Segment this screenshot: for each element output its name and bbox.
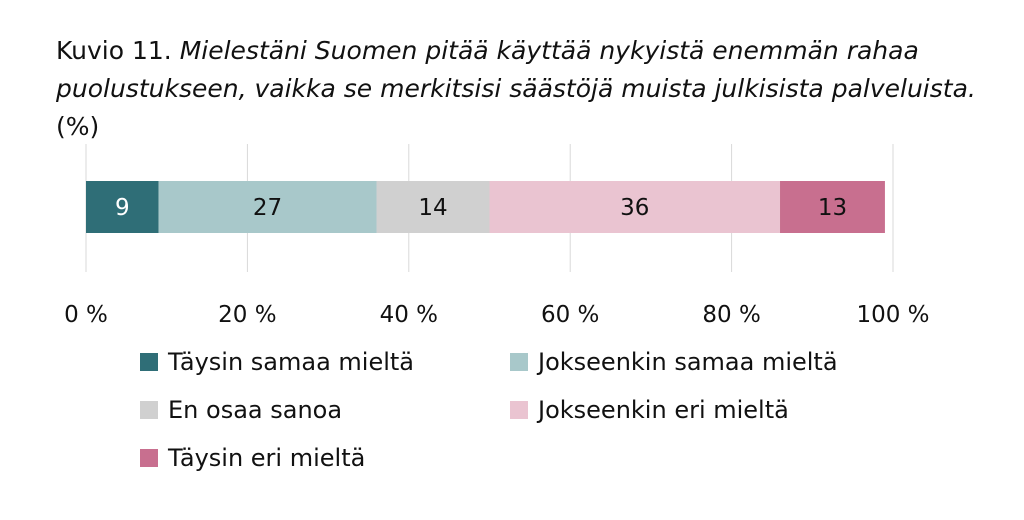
data-label: 27 <box>253 195 282 221</box>
bar-segment <box>780 181 885 233</box>
legend-item: En osaa sanoa <box>140 390 510 430</box>
figure-question: Mielestäni Suomen pitää käyttää nykyistä… <box>56 36 976 103</box>
chart-title: Kuvio 11. Mielestäni Suomen pitää käyttä… <box>56 32 996 146</box>
legend-label: En osaa sanoa <box>168 396 343 424</box>
x-tick-label: 0 % <box>64 302 108 328</box>
legend-label: Jokseenkin samaa mieltä <box>538 348 838 376</box>
data-label: 9 <box>115 195 130 221</box>
bar-segment <box>376 181 490 233</box>
bar-segment <box>86 181 159 233</box>
legend-swatch <box>140 353 158 371</box>
bar-segment <box>158 181 377 233</box>
figure-unit: (%) <box>56 112 100 141</box>
data-label: 36 <box>620 195 649 221</box>
x-tick-label: 60 % <box>541 302 599 328</box>
legend-label: Täysin eri mieltä <box>168 444 366 472</box>
stacked-bar-chart: 9 27 14 36 13 0 % 20 % 40 % 60 % 80 % 100 % <box>64 144 930 328</box>
legend-item: Jokseenkin samaa mieltä <box>510 342 910 382</box>
data-label: 14 <box>418 195 447 221</box>
legend-swatch <box>140 401 158 419</box>
x-tick-label: 100 % <box>856 302 929 328</box>
bar-segment <box>489 181 781 233</box>
x-tick-label: 20 % <box>218 302 276 328</box>
legend-swatch <box>140 449 158 467</box>
bar-segments <box>86 181 885 233</box>
data-label: 13 <box>818 195 847 221</box>
data-labels: 9 27 14 36 13 <box>115 195 847 221</box>
x-axis-ticks: 0 % 20 % 40 % 60 % 80 % 100 % <box>64 302 929 328</box>
legend-item: Täysin samaa mieltä <box>140 342 510 382</box>
legend: Täysin samaa mieltä Jokseenkin samaa miel… <box>140 342 1000 478</box>
legend-item: Täysin eri mieltä <box>140 438 510 478</box>
figure-number: Kuvio 11. <box>56 36 172 65</box>
legend-swatch <box>510 353 528 371</box>
x-tick-label: 80 % <box>702 302 760 328</box>
x-tick-label: 40 % <box>380 302 438 328</box>
legend-label: Jokseenkin eri mieltä <box>538 396 789 424</box>
legend-item: Jokseenkin eri mieltä <box>510 390 910 430</box>
legend-swatch <box>510 401 528 419</box>
legend-label: Täysin samaa mieltä <box>168 348 415 376</box>
